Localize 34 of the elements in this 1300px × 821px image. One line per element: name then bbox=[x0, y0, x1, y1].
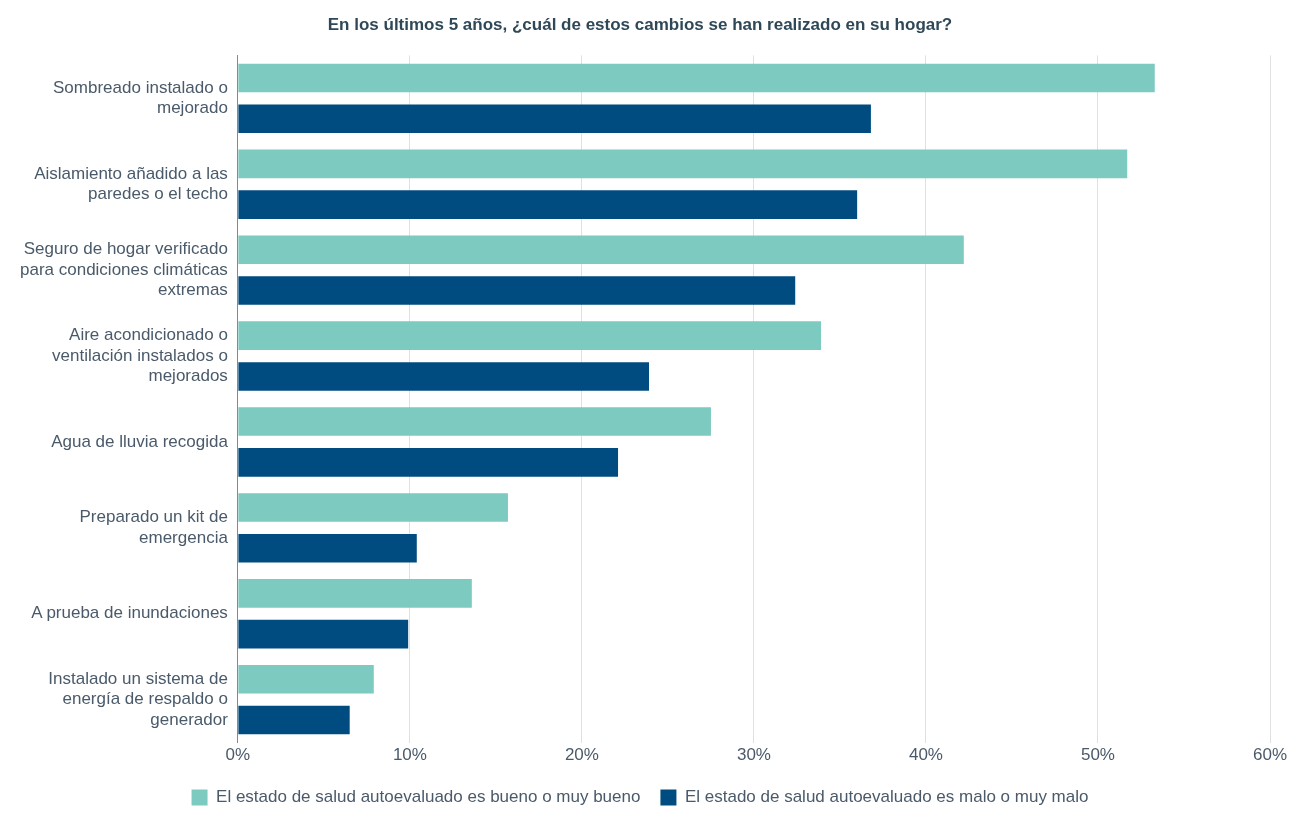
y-tick-label: Instalado un sistema de energía de respaldo o generador bbox=[48, 668, 229, 729]
x-tick-label: 40% bbox=[908, 745, 943, 765]
bar bbox=[238, 533, 417, 563]
bar bbox=[238, 276, 796, 305]
bar bbox=[238, 664, 374, 694]
bar bbox=[238, 705, 350, 735]
bar bbox=[238, 190, 858, 219]
legend-label: El estado de salud autoevaluado es malo o muy malo bbox=[684, 787, 1089, 807]
y-tick-label: Sombreado instalado o mejorado bbox=[53, 77, 228, 118]
y-tick-label: Aire acondicionado o ventilación instalados o mejorados bbox=[52, 325, 228, 386]
bar bbox=[238, 235, 964, 265]
bar bbox=[238, 104, 871, 134]
bar bbox=[238, 579, 472, 608]
bar bbox=[238, 493, 508, 522]
y-tick-label: A prueba de inundaciones bbox=[31, 603, 228, 623]
bar bbox=[238, 619, 409, 649]
x-tick-label: 0% bbox=[225, 745, 251, 765]
x-tick-label: 60% bbox=[1252, 745, 1288, 765]
y-tick-label: Seguro de hogar verificado para condiciones climáticas extremas bbox=[19, 239, 228, 300]
bar bbox=[238, 407, 711, 436]
bar bbox=[238, 63, 1155, 93]
bar bbox=[238, 448, 619, 477]
x-tick-label: 20% bbox=[564, 745, 599, 765]
x-tick-label: 10% bbox=[392, 745, 427, 765]
legend-label: El estado de salud autoevaluado es bueno o muy bueno bbox=[216, 787, 641, 807]
bar bbox=[238, 362, 650, 391]
y-tick-label: Preparado un kit de emergencia bbox=[79, 507, 229, 547]
y-tick-label: Agua de lluvia recogida bbox=[51, 431, 229, 451]
y-tick-label: Aislamiento añadido a las paredes o el techo bbox=[34, 163, 228, 204]
chart-title: En los últimos 5 años, ¿cuál de estos cambios se han realizado en su hogar? bbox=[327, 14, 953, 34]
x-tick-label: 30% bbox=[736, 745, 771, 765]
x-tick-label: 50% bbox=[1080, 745, 1115, 765]
bar bbox=[238, 321, 822, 350]
bar bbox=[238, 149, 1128, 179]
